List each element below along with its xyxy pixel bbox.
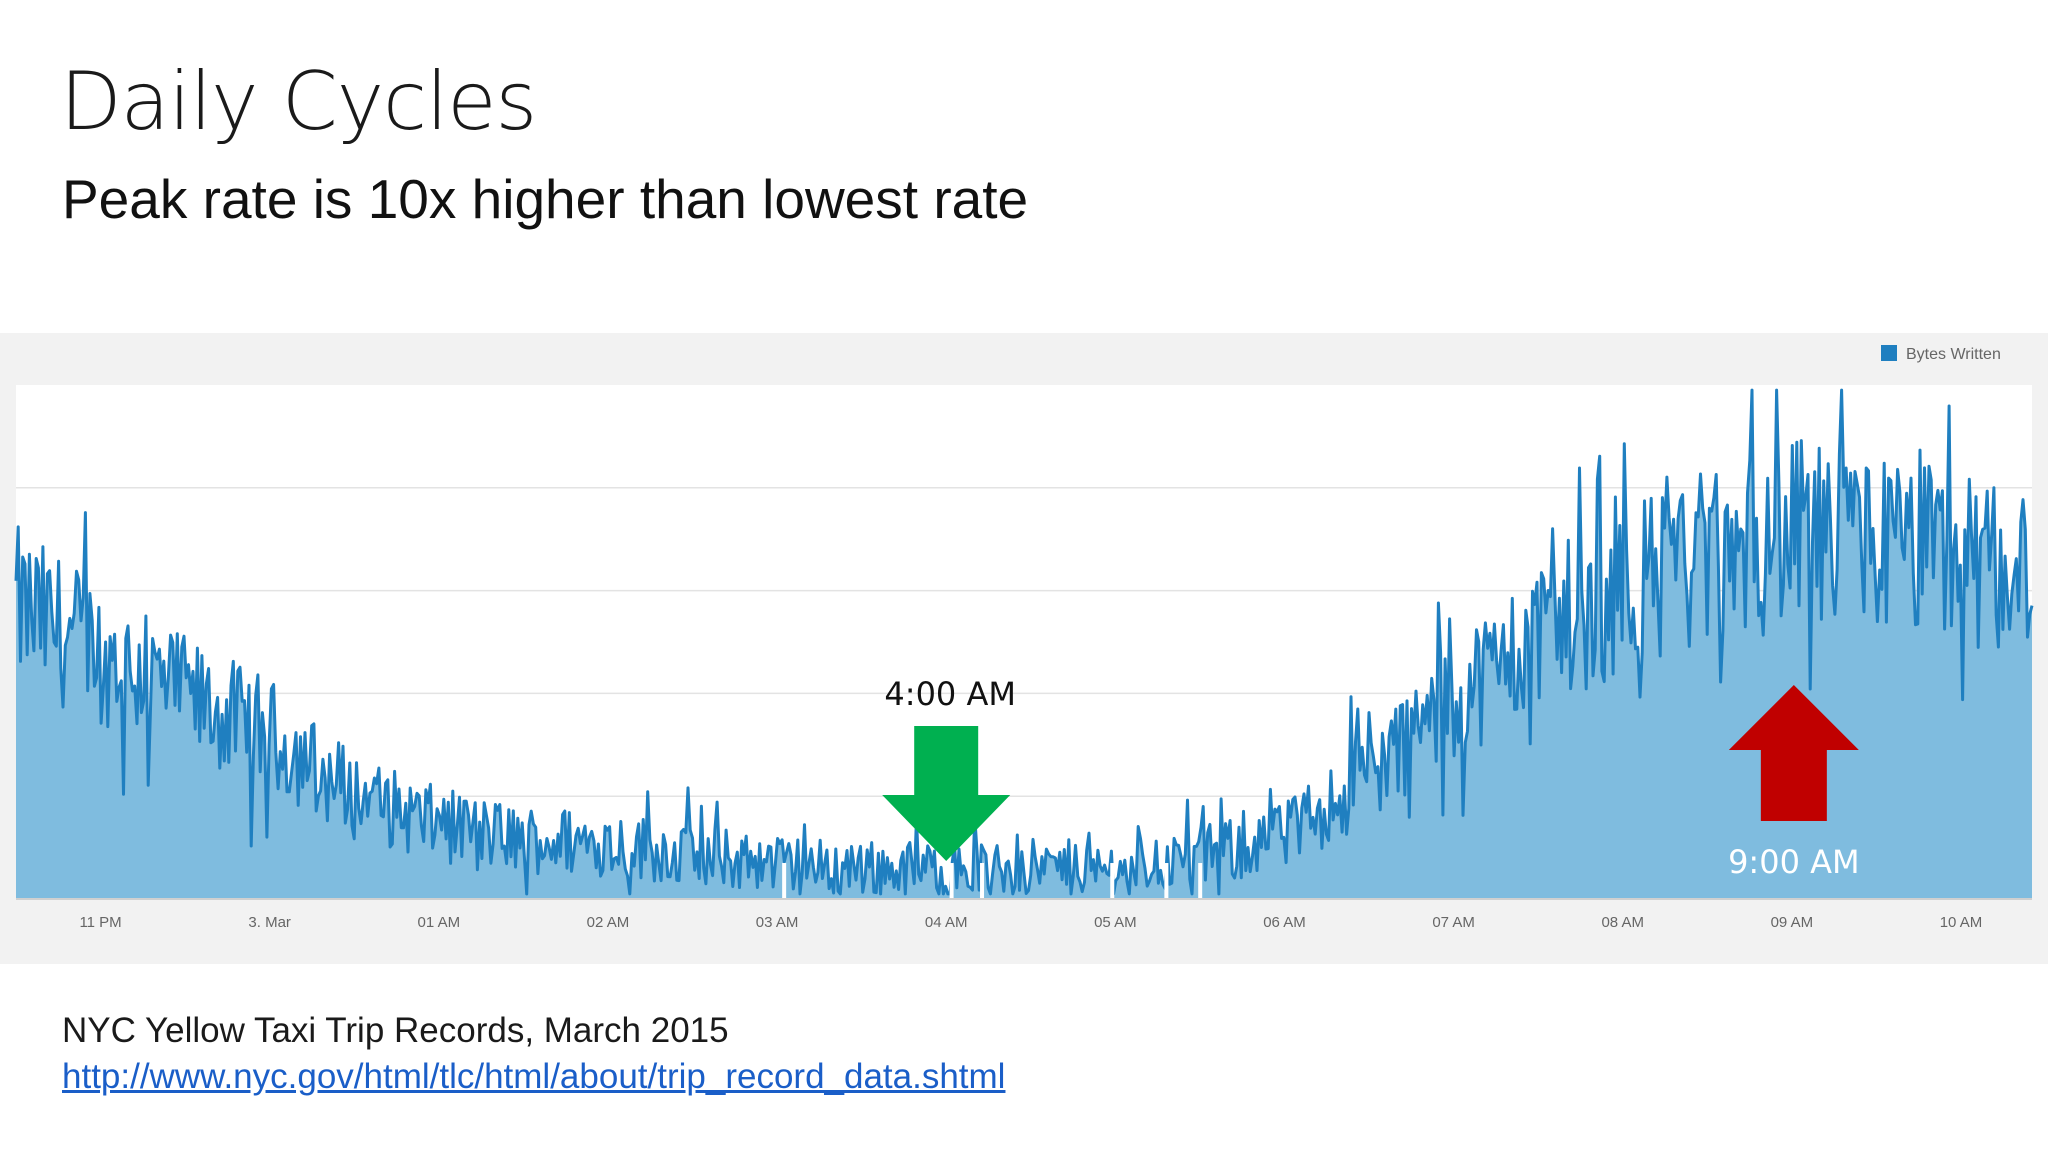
down-arrow-icon (882, 726, 1011, 861)
slide-title: Daily Cycles (60, 55, 537, 148)
bytes-written-chart: 11 PM 3. Mar 01 AM 02 AM 03 AM 04 AM 05 AM 06 A… (14, 345, 2034, 931)
annotations: 4:00 AM 9:00 AM (882, 675, 1860, 881)
x-tick-label: 09 AM (1771, 914, 1814, 931)
x-tick-label: 02 AM (587, 914, 630, 931)
chart-panel: 11 PM 3. Mar 01 AM 02 AM 03 AM 04 AM 05 AM 06 A… (0, 333, 2048, 964)
source-text: NYC Yellow Taxi Trip Records, March 2015 (62, 1011, 729, 1050)
data-gaps (782, 863, 1203, 899)
x-tick-label: 06 AM (1263, 914, 1306, 931)
series-line (14, 388, 2034, 896)
annotation-label-9am: 9:00 AM (1728, 843, 1860, 881)
up-arrow-icon (1728, 685, 1859, 821)
source-link[interactable]: http://www.nyc.gov/html/tlc/html/about/t… (62, 1057, 1006, 1096)
data-gap (1110, 863, 1115, 899)
x-tick-label: 11 PM (79, 914, 121, 931)
x-tick-label: 05 AM (1094, 914, 1137, 931)
legend-label: Bytes Written (1906, 346, 2001, 363)
x-tick-label: 08 AM (1601, 914, 1644, 931)
x-tick-label: 3. Mar (248, 914, 291, 931)
data-gap (1164, 863, 1169, 899)
x-tick-label: 03 AM (756, 914, 799, 931)
x-axis-ticks: 11 PM 3. Mar 01 AM 02 AM 03 AM 04 AM 05 AM 06 A… (79, 914, 1982, 931)
x-tick-label: 04 AM (925, 914, 968, 931)
x-tick-label: 10 AM (1940, 914, 1983, 931)
x-tick-label: 01 AM (418, 914, 461, 931)
data-gap (980, 863, 985, 899)
legend: Bytes Written (1881, 345, 2001, 363)
data-gap (949, 863, 954, 899)
annotation-label-4am: 4:00 AM (884, 675, 1016, 713)
data-gap (782, 863, 787, 899)
x-tick-label: 07 AM (1432, 914, 1475, 931)
data-gap (1198, 863, 1203, 899)
slide-subtitle: Peak rate is 10x higher than lowest rate (62, 168, 1029, 230)
legend-swatch (1881, 345, 1897, 361)
area-fill (16, 390, 2032, 899)
